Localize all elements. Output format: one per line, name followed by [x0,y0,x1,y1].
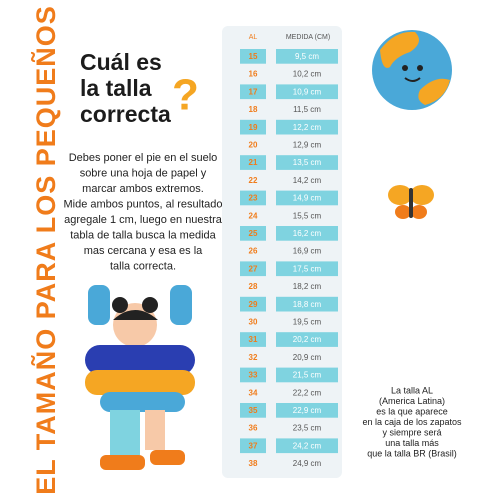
size-al: 32 [249,353,258,362]
size-al: 22 [249,176,258,185]
size-cm: 19,5 cm [293,317,322,326]
size-cm: 24,9 cm [293,459,322,468]
instruction-line: talla correcta. [110,260,176,272]
size-al: 38 [249,459,258,468]
row-cell [240,155,266,170]
note-line: una talla más [385,438,439,448]
row-cell [276,296,338,312]
size-cm: 12,9 cm [293,140,322,149]
note-line: en la caja de los zapatos [362,417,462,427]
row-cell [240,190,266,206]
size-al: 28 [249,282,258,291]
size-cm: 12,2 cm [293,123,322,132]
table-bg [222,26,342,478]
globe [372,30,452,110]
size-cm: 14,9 cm [293,194,322,203]
note-line: que la talla BR (Brasil) [367,448,457,458]
size-al: 17 [249,87,258,96]
size-cm: 13,5 cm [293,158,322,167]
row-cell [276,119,338,135]
row-cell [240,261,266,277]
instruction-line: sobre una hoja de papel y [80,167,207,179]
child-illustration [85,285,195,470]
size-al: 20 [249,140,258,149]
row-cell [240,367,266,383]
row-cell [240,403,266,418]
note-line: La talla AL [391,385,433,395]
row-cell [240,119,266,135]
table-header: AL [249,34,258,41]
row-cell [276,190,338,206]
size-cm: 24,2 cm [293,441,322,450]
row-cell [276,84,338,100]
instruction-line: Debes poner el pie en el suelo [69,152,218,164]
size-cm: 15,5 cm [293,211,322,220]
size-cm: 21,5 cm [293,371,322,380]
size-al: 35 [249,406,258,415]
instruction-line: tabla de talla busca la medida [70,229,216,241]
size-al: 30 [249,317,258,326]
row-cell [240,332,266,347]
size-cm: 10,9 cm [293,87,322,96]
row-cell [240,438,266,454]
size-cm: 18,8 cm [293,300,322,309]
title-mark: ? [172,71,199,120]
row-cell [276,367,338,383]
instruction-line: mas cercana y esa es la [84,245,203,257]
size-al: 25 [249,229,258,238]
row-cell [276,49,338,64]
size-al: 37 [249,441,258,450]
size-al: 36 [249,424,258,433]
instruction-line: agregale 1 cm, luego en nuestra [64,214,223,226]
size-cm: 22,2 cm [293,388,322,397]
row-cell [240,296,266,312]
note-line: y siempre será [382,427,441,437]
instruction-line: Mide ambos puntos, al resultado [64,198,223,210]
size-al: 16 [249,70,258,79]
size-al: 31 [249,335,258,344]
size-cm: 9,5 cm [295,52,319,61]
butterfly [388,185,434,219]
size-al: 19 [249,123,258,132]
size-cm: 20,9 cm [293,353,322,362]
row-cell [240,84,266,100]
title-line: correcta [80,101,171,127]
title-line: la talla [80,75,152,101]
size-al: 26 [249,247,258,256]
note-line: es la que aparece [376,406,448,416]
size-cm: 23,5 cm [293,424,322,433]
size-al: 15 [249,52,258,61]
size-cm: 20,2 cm [293,335,322,344]
size-al: 33 [249,371,258,380]
size-al: 18 [249,105,258,114]
instruction-line: marcar ambos extremos. [82,183,204,195]
row-cell [276,403,338,418]
banner: EL TAMAÑO PARA LOS PEQUEÑOS [30,5,61,495]
row-cell [276,332,338,347]
row-cell [276,226,338,241]
row-cell [276,155,338,170]
row-cell [276,438,338,454]
row-cell [240,49,266,64]
size-cm: 17,5 cm [293,264,322,273]
size-al: 34 [249,388,258,397]
size-cm: 10,2 cm [293,70,322,79]
size-al: 21 [249,158,258,167]
size-al: 27 [249,264,258,273]
size-al: 23 [249,194,258,203]
note-line: (America Latina) [379,396,445,406]
size-cm: 11,5 cm [293,105,321,114]
row-cell [276,261,338,277]
row-cell [240,226,266,241]
table-header: MEDIDA (CM) [286,34,330,41]
size-cm: 14,2 cm [293,176,322,185]
size-al: 24 [249,211,258,220]
size-cm: 18,2 cm [293,282,322,291]
size-cm: 16,2 cm [293,229,322,238]
size-cm: 16,9 cm [293,247,322,256]
title-line: Cuál es [80,49,162,75]
size-al: 29 [249,300,258,309]
size-cm: 22,9 cm [293,406,322,415]
